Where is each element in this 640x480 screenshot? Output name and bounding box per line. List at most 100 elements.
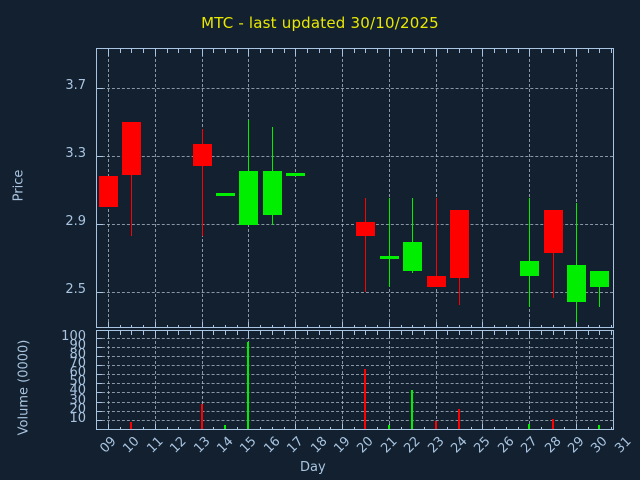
price-tick-label: 3.7 — [65, 78, 86, 94]
day-minor-tick — [611, 325, 613, 327]
day-tick — [271, 331, 273, 335]
volume-bar — [458, 408, 460, 429]
day-minor-tick — [260, 427, 262, 429]
candle-wick — [552, 210, 554, 299]
day-tick — [201, 322, 203, 327]
day-tick — [412, 331, 414, 335]
day-tick — [295, 49, 297, 56]
day-tick — [552, 331, 554, 335]
price-tick-label: 2.5 — [65, 281, 86, 297]
day-minor-tick — [611, 49, 613, 53]
day-tick-label: 30 — [588, 434, 611, 457]
day-minor-tick — [587, 427, 589, 429]
day-minor-tick — [330, 331, 332, 335]
day-tick-label: 17 — [284, 434, 307, 457]
day-gridline — [482, 49, 484, 327]
day-minor-tick — [564, 331, 566, 335]
candle-wick — [365, 198, 367, 292]
day-tick-label: 25 — [471, 434, 494, 457]
day-tick — [295, 424, 297, 429]
day-tick — [178, 331, 180, 335]
volume-axis-tick — [97, 410, 102, 412]
day-gridline — [154, 49, 156, 327]
day-minor-tick — [119, 49, 121, 53]
candle-body — [543, 210, 563, 253]
volume-gridline — [97, 365, 613, 366]
day-tick-label: 22 — [401, 434, 424, 457]
day-tick-label: 11 — [144, 434, 167, 457]
day-minor-tick — [353, 331, 355, 335]
day-tick — [318, 331, 320, 335]
day-minor-tick — [166, 49, 168, 53]
day-gridline — [388, 49, 390, 327]
day-tick — [342, 331, 343, 338]
candle-body — [286, 172, 306, 176]
day-tick — [178, 325, 180, 327]
day-minor-tick — [236, 331, 238, 335]
volume-axis-tick — [97, 346, 102, 348]
day-tick-label: 27 — [518, 434, 541, 457]
price-axis-tick — [97, 88, 103, 90]
day-tick-label: 16 — [261, 434, 284, 457]
volume-plot-area — [96, 330, 614, 430]
day-tick — [342, 424, 343, 429]
day-minor-tick — [400, 427, 402, 429]
day-minor-tick — [470, 49, 472, 53]
candle-body — [216, 193, 235, 197]
day-minor-tick — [306, 427, 308, 429]
day-tick — [225, 49, 226, 53]
day-tick — [131, 331, 133, 335]
day-tick — [225, 325, 226, 327]
day-tick — [529, 322, 531, 327]
day-tick — [459, 331, 460, 335]
day-tick — [505, 325, 507, 327]
day-minor-tick — [447, 427, 449, 429]
day-gridline — [388, 331, 390, 429]
day-tick — [318, 49, 320, 53]
x-axis-label: Day — [300, 460, 326, 475]
day-tick — [388, 331, 390, 338]
day-minor-tick — [306, 49, 308, 53]
day-minor-tick — [377, 49, 379, 53]
day-tick-label: 31 — [612, 434, 635, 457]
day-tick — [248, 49, 250, 56]
volume-axis-tick — [97, 401, 102, 403]
day-tick — [529, 331, 531, 338]
day-gridline — [435, 49, 437, 327]
candle-body — [192, 144, 212, 167]
day-tick-label: 26 — [495, 434, 518, 457]
day-minor-tick — [166, 427, 168, 429]
volume-gridline — [97, 392, 613, 394]
day-minor-tick — [119, 427, 121, 429]
day-tick — [505, 331, 507, 335]
day-tick — [154, 424, 156, 429]
price-axis-label: Price — [11, 169, 27, 202]
volume-bar — [434, 420, 437, 429]
day-tick — [154, 322, 156, 327]
day-tick — [154, 331, 156, 338]
day-minor-tick — [377, 331, 379, 335]
price-axis-tick — [97, 223, 103, 225]
day-tick — [365, 325, 367, 327]
day-tick — [365, 331, 367, 335]
day-tick — [576, 322, 577, 327]
day-gridline — [342, 49, 343, 327]
volume-axis-tick — [97, 337, 102, 339]
day-tick — [318, 325, 320, 327]
day-minor-tick — [564, 49, 566, 53]
day-minor-tick — [377, 325, 379, 327]
price-tick-label: 3.3 — [65, 145, 86, 161]
day-minor-tick — [330, 427, 332, 429]
volume-bar — [598, 425, 601, 429]
day-minor-tick — [540, 49, 542, 53]
day-tick — [131, 325, 133, 327]
volume-gridline — [97, 355, 613, 357]
day-minor-tick — [587, 325, 589, 327]
day-tick — [295, 331, 297, 338]
day-minor-tick — [564, 325, 566, 327]
volume-bar — [528, 424, 531, 429]
day-tick — [342, 49, 343, 56]
day-tick — [131, 49, 133, 53]
day-minor-tick — [119, 331, 121, 335]
volume-gridline — [97, 374, 613, 376]
